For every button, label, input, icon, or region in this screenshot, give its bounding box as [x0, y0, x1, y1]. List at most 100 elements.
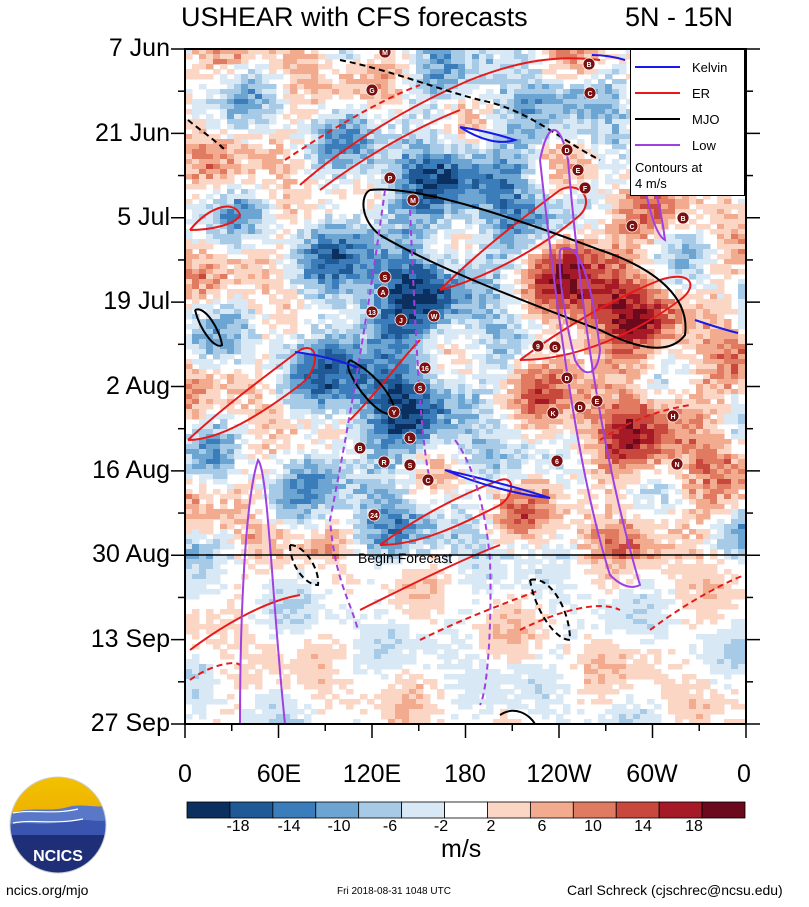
heatmap-cell: [528, 204, 536, 210]
heatmap-cell: [647, 309, 655, 315]
heatmap-cell: [675, 254, 683, 260]
heatmap-cell: [311, 394, 319, 400]
heatmap-cell: [577, 194, 585, 200]
heatmap-cell: [570, 389, 578, 395]
heatmap-cell: [458, 264, 466, 270]
heatmap-cell: [605, 249, 613, 255]
heatmap-cell: [500, 354, 508, 360]
heatmap-cell: [395, 149, 403, 155]
heatmap-cell: [486, 399, 494, 405]
heatmap-cell: [346, 289, 354, 295]
heatmap-cell: [388, 184, 396, 190]
heatmap-cell: [409, 409, 417, 415]
heatmap-cell: [304, 124, 312, 130]
heatmap-cell: [703, 224, 711, 230]
heatmap-cell: [409, 164, 417, 170]
heatmap-cell: [332, 119, 340, 125]
heatmap-cell: [199, 344, 207, 350]
heatmap-cell: [430, 134, 438, 140]
heatmap-cell: [479, 269, 487, 275]
heatmap-cell: [416, 149, 424, 155]
heatmap-cell: [689, 269, 697, 275]
heatmap-cell: [696, 214, 704, 220]
heatmap-cell: [374, 194, 382, 200]
heatmap-cell: [605, 89, 613, 95]
heatmap-cell: [367, 144, 375, 150]
heatmap-cell: [311, 74, 319, 80]
heatmap-cell: [500, 394, 508, 400]
heatmap-cell: [647, 194, 655, 200]
heatmap-cell: [241, 64, 249, 70]
heatmap-cell: [346, 314, 354, 320]
heatmap-cell: [388, 344, 396, 350]
heatmap-cell: [507, 69, 515, 75]
heatmap-cell: [486, 404, 494, 410]
heatmap-cell: [451, 144, 459, 150]
heatmap-cell: [493, 59, 501, 65]
heatmap-cell: [472, 299, 480, 305]
heatmap-cell: [402, 159, 410, 165]
heatmap-cell: [724, 249, 732, 255]
heatmap-cell: [556, 179, 564, 185]
heatmap-cell: [192, 164, 200, 170]
heatmap-cell: [675, 369, 683, 375]
heatmap-cell: [465, 74, 473, 80]
heatmap-cell: [206, 364, 214, 370]
heatmap-cell: [339, 159, 347, 165]
heatmap-cell: [402, 119, 410, 125]
heatmap-cell: [318, 119, 326, 125]
heatmap-cell: [206, 49, 214, 55]
heatmap-cell: [283, 329, 291, 335]
heatmap-cell: [710, 369, 718, 375]
heatmap-cell: [696, 299, 704, 305]
heatmap-cell: [668, 209, 676, 215]
heatmap-cell: [192, 119, 200, 125]
heatmap-cell: [514, 89, 522, 95]
heatmap-cell: [283, 149, 291, 155]
heatmap-cell: [619, 234, 627, 240]
heatmap-cell: [612, 204, 620, 210]
heatmap-cell: [514, 79, 522, 85]
heatmap-cell: [493, 114, 501, 120]
heatmap-cell: [234, 264, 242, 270]
heatmap-cell: [507, 119, 515, 125]
heatmap-cell: [682, 259, 690, 265]
heatmap-cell: [304, 389, 312, 395]
heatmap-cell: [395, 374, 403, 380]
heatmap-cell: [724, 374, 732, 380]
heatmap-cell: [486, 414, 494, 420]
heatmap-cell: [227, 104, 235, 110]
heatmap-cell: [353, 329, 361, 335]
heatmap-cell: [227, 59, 235, 65]
heatmap-cell: [584, 159, 592, 165]
heatmap-cell: [276, 109, 284, 115]
heatmap-cell: [360, 104, 368, 110]
heatmap-cell: [248, 54, 256, 60]
heatmap-cell: [360, 399, 368, 405]
heatmap-cell: [458, 154, 466, 160]
heatmap-cell: [647, 289, 655, 295]
heatmap-cell: [311, 119, 319, 125]
heatmap-cell: [283, 394, 291, 400]
heatmap-cell: [311, 64, 319, 70]
heatmap-cell: [255, 134, 263, 140]
heatmap-cell: [199, 54, 207, 60]
heatmap-cell: [332, 234, 340, 240]
heatmap-cell: [213, 154, 221, 160]
heatmap-cell: [584, 174, 592, 180]
heatmap-cell: [346, 344, 354, 350]
heatmap-cell: [626, 279, 634, 285]
heatmap-cell: [556, 289, 564, 295]
heatmap-cell: [479, 154, 487, 160]
heatmap-cell: [724, 369, 732, 375]
heatmap-cell: [416, 144, 424, 150]
heatmap-cell: [451, 194, 459, 200]
heatmap-cell: [199, 104, 207, 110]
heatmap-cell: [535, 269, 543, 275]
heatmap-cell: [507, 389, 515, 395]
heatmap-cell: [493, 209, 501, 215]
heatmap-cell: [675, 204, 683, 210]
heatmap-cell: [199, 294, 207, 300]
heatmap-cell: [626, 269, 634, 275]
heatmap-cell: [423, 109, 431, 115]
